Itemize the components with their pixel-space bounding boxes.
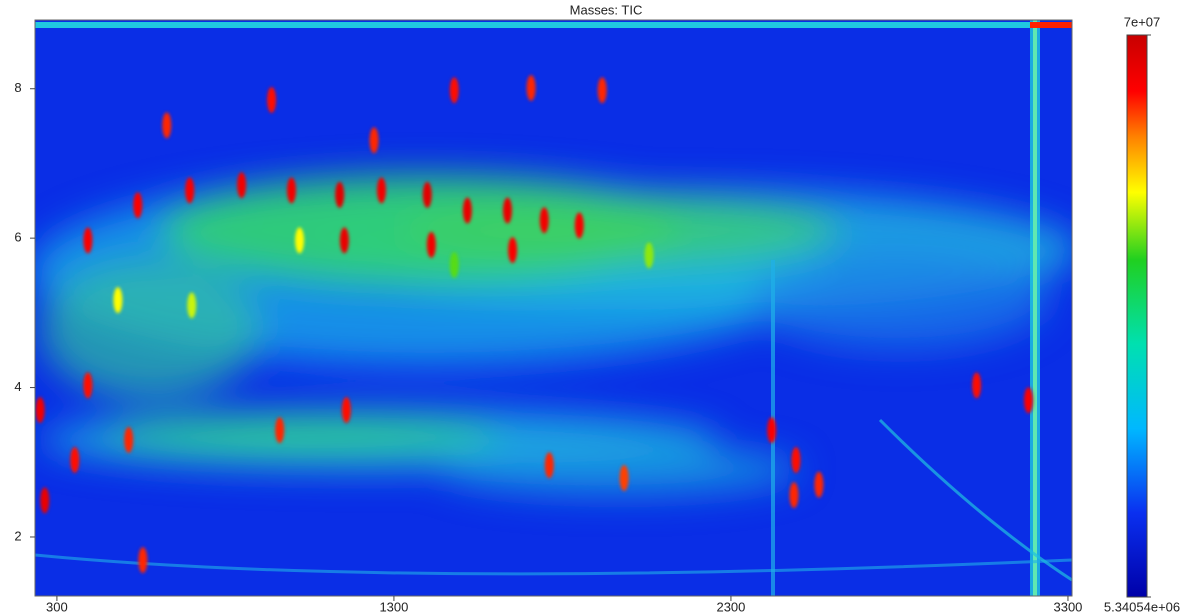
peak: [574, 212, 584, 239]
plot-area: [35, 20, 1072, 596]
x-tick-label: 2300: [716, 599, 745, 614]
peak: [619, 464, 629, 491]
peak: [767, 417, 777, 444]
peak: [83, 372, 93, 399]
peak: [267, 86, 277, 113]
peak: [286, 177, 296, 204]
peak: [789, 482, 799, 509]
y-tick-label: 2: [14, 528, 21, 543]
peak: [70, 447, 80, 474]
peak: [1024, 387, 1034, 414]
peak: [341, 396, 351, 423]
peaks: [35, 74, 1034, 574]
peak: [275, 417, 285, 444]
peak: [237, 172, 247, 199]
peak: [339, 227, 349, 254]
y-tick-label: 4: [14, 379, 21, 394]
peak: [539, 207, 549, 234]
peak: [40, 487, 50, 514]
peak: [124, 426, 134, 453]
x-tick-label: 1300: [379, 599, 408, 614]
peak: [35, 396, 45, 423]
peak: [295, 227, 305, 254]
peak: [138, 547, 148, 574]
x-tick-label: 300: [46, 599, 68, 614]
peak: [814, 471, 824, 498]
y-tick-label: 8: [14, 80, 21, 95]
colorbar-label: 5.34054e+06: [1104, 599, 1180, 614]
peak: [376, 177, 386, 204]
peak: [972, 372, 982, 399]
peak: [791, 447, 801, 474]
peak: [369, 127, 379, 154]
peak: [83, 227, 93, 254]
peak: [449, 77, 459, 104]
colorbar-label: 7e+07: [1124, 14, 1161, 29]
peak: [335, 181, 345, 208]
peak: [508, 237, 518, 264]
x-tick-label: 3300: [1053, 599, 1082, 614]
peak: [162, 112, 172, 139]
y-tick-label: 6: [14, 230, 21, 245]
chart-title: Masses: TIC: [570, 2, 643, 17]
peak: [185, 177, 195, 204]
peak: [187, 292, 197, 319]
peak: [597, 77, 607, 104]
peak: [544, 452, 554, 479]
peak: [644, 242, 654, 269]
peak: [422, 181, 432, 208]
peak: [113, 287, 123, 314]
plot-frame: [34, 19, 1073, 597]
peak: [133, 192, 143, 219]
peak: [502, 197, 512, 224]
peak: [449, 252, 459, 279]
peak: [526, 74, 536, 101]
peak: [426, 231, 436, 258]
peak: [462, 197, 472, 224]
colorbar: [1126, 34, 1148, 598]
